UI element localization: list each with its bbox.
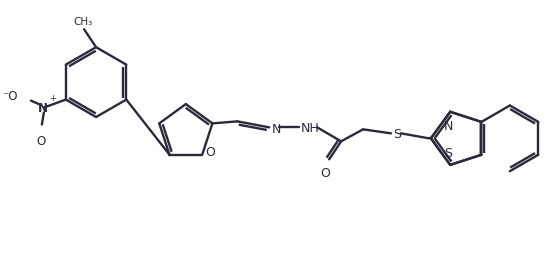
Text: +: + xyxy=(49,93,56,103)
Text: N: N xyxy=(38,102,48,115)
Text: ⁻O: ⁻O xyxy=(2,90,18,103)
Text: CH₃: CH₃ xyxy=(73,17,92,27)
Text: O: O xyxy=(36,135,45,148)
Text: O: O xyxy=(320,167,330,180)
Text: NH: NH xyxy=(301,122,320,135)
Text: N: N xyxy=(444,120,453,133)
Text: S: S xyxy=(393,128,401,141)
Text: O: O xyxy=(205,146,215,159)
Text: N: N xyxy=(271,123,281,136)
Text: S: S xyxy=(444,147,452,160)
